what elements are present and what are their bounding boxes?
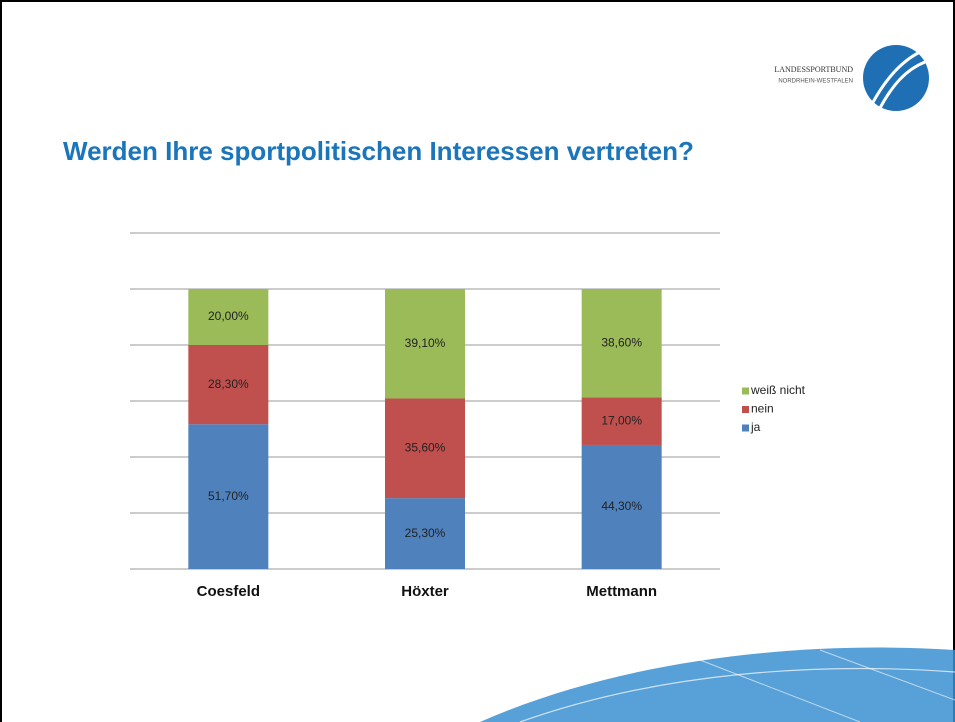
bar-segment bbox=[188, 345, 269, 425]
legend-label: nein bbox=[751, 402, 774, 416]
legend-label: weiß nicht bbox=[750, 383, 806, 397]
decor-swoosh bbox=[480, 647, 955, 722]
bar-segment bbox=[385, 289, 465, 399]
x-tick-label: Mettmann bbox=[586, 583, 657, 600]
bar-segment bbox=[581, 397, 662, 445]
legend-label: ja bbox=[750, 420, 761, 434]
decor-line bbox=[699, 649, 955, 722]
bar-segment bbox=[385, 398, 465, 499]
data-label: 38,60% bbox=[601, 335, 642, 349]
bar-segment bbox=[385, 498, 465, 569]
decor-line bbox=[519, 667, 955, 722]
chart-title: Werden Ihre sportpolitischen Interessen … bbox=[63, 136, 694, 166]
logo-circle bbox=[863, 45, 929, 111]
data-label: 25,30% bbox=[405, 526, 446, 540]
x-tick-label: Höxter bbox=[401, 583, 449, 600]
legend-swatch bbox=[742, 406, 749, 413]
data-label: 35,60% bbox=[405, 440, 446, 454]
data-label: 17,00% bbox=[601, 413, 642, 427]
legend-swatch bbox=[742, 387, 749, 395]
bar-segment bbox=[581, 289, 662, 398]
logo-text: LANDESSPORTBUND bbox=[774, 65, 853, 74]
data-label: 44,30% bbox=[601, 499, 642, 513]
bar-segment bbox=[581, 444, 662, 569]
bar-segment bbox=[188, 424, 269, 569]
legend-swatch bbox=[742, 424, 749, 432]
data-label: 39,10% bbox=[405, 336, 446, 350]
bar-segment bbox=[188, 289, 269, 345]
x-tick-label: Coesfeld bbox=[197, 583, 260, 600]
data-label: 51,70% bbox=[208, 489, 249, 503]
logo-subtext: NORDRHEIN-WESTFALEN bbox=[778, 79, 853, 85]
data-label: 20,00% bbox=[208, 309, 249, 323]
logo-mark bbox=[870, 50, 926, 109]
data-label: 28,30% bbox=[208, 377, 249, 391]
